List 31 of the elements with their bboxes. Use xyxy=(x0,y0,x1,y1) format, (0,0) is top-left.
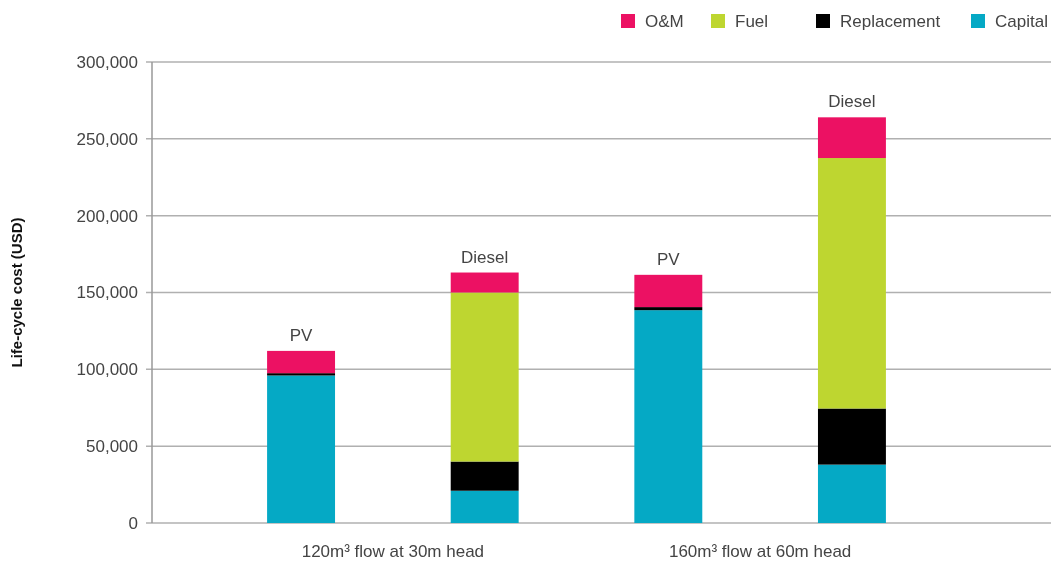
bar xyxy=(267,375,336,523)
y-tick-label: 50,000 xyxy=(86,437,138,457)
bar xyxy=(817,117,886,159)
bar xyxy=(267,350,336,374)
bar xyxy=(450,272,519,293)
annotation: PV xyxy=(289,325,314,345)
annotation: PV xyxy=(656,249,681,269)
bar xyxy=(817,408,886,465)
bar xyxy=(634,307,703,311)
y-tick-label: 150,000 xyxy=(76,283,138,303)
text: 120m³ flow at 30m head xyxy=(301,542,485,561)
legend-label: Fuel xyxy=(735,11,769,31)
legend-label: O&M xyxy=(645,11,684,31)
bar xyxy=(450,490,519,523)
y-axis-title: Life-cycle cost (USD) xyxy=(8,217,25,368)
text: 160m³ flow at 60m head xyxy=(668,542,852,561)
bar xyxy=(450,292,519,462)
y-tick-label: 300,000 xyxy=(76,52,138,72)
y-tick-label: 100,000 xyxy=(76,360,138,380)
annotation: Diesel xyxy=(828,91,876,111)
bar xyxy=(634,310,703,523)
y-tick-label: 200,000 xyxy=(76,206,138,226)
bar xyxy=(817,464,886,523)
legend-label: Replacement xyxy=(840,11,941,31)
y-tick-label: 250,000 xyxy=(76,129,138,149)
bar xyxy=(817,158,886,409)
bar xyxy=(634,274,703,308)
y-tick-label: 0 xyxy=(128,513,138,533)
bar xyxy=(450,461,519,491)
annotation: Diesel xyxy=(461,247,509,267)
legend-label: Capital xyxy=(995,11,1048,31)
